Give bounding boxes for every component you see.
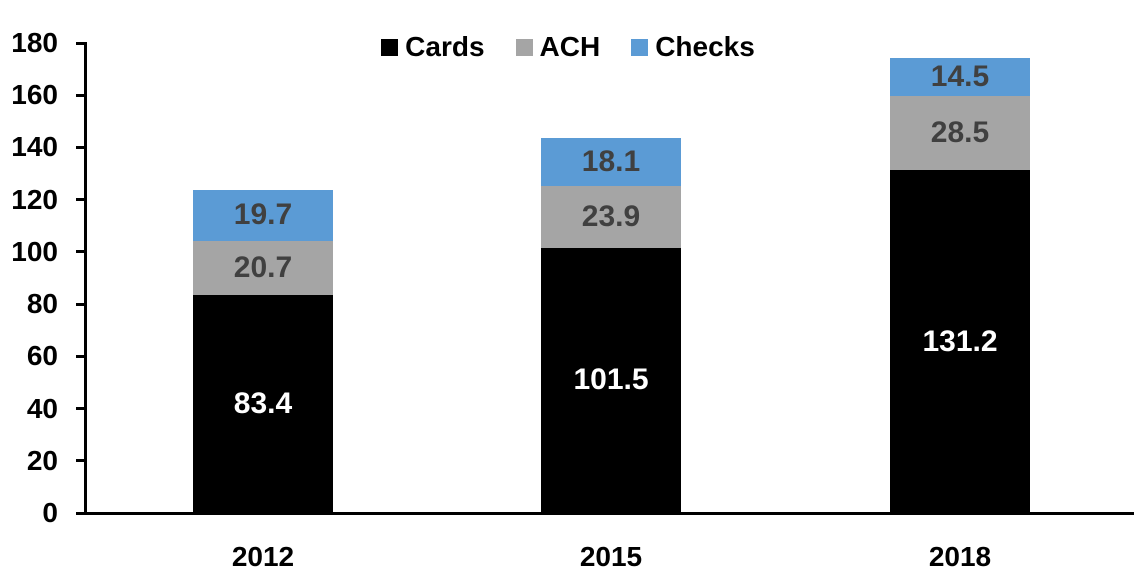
y-axis-tick <box>76 459 87 463</box>
y-axis-label: 180 <box>11 27 58 58</box>
bar-segment-cards-2015: 101.5 <box>541 247 681 513</box>
y-axis-tick <box>76 41 87 45</box>
bar-segment-cards-2012: 83.4 <box>193 295 333 513</box>
y-axis-label: 140 <box>11 131 58 163</box>
y-axis-tick <box>76 145 87 149</box>
x-axis-label-2018: 2018 <box>928 541 992 572</box>
legend-label-ach: ACH <box>539 31 601 62</box>
segment-value-label: 18.1 <box>581 144 641 178</box>
y-axis-label: 100 <box>11 235 58 267</box>
y-axis-tick <box>76 250 87 254</box>
segment-value-label: 83.4 <box>233 387 293 421</box>
segment-value-label: 23.9 <box>581 199 641 233</box>
segment-value-label: 19.7 <box>233 198 293 232</box>
legend-swatch-cards-icon <box>381 38 399 56</box>
bar-segment-checks-2015: 18.1 <box>541 138 681 186</box>
y-axis-tick <box>76 302 87 306</box>
legend-label-checks: Checks <box>655 31 755 62</box>
segment-value-label: 101.5 <box>573 363 649 397</box>
legend-swatch-ach-icon <box>515 38 533 56</box>
segment-value-label: 14.5 <box>930 60 990 94</box>
bar-segment-ach-2012: 20.7 <box>193 241 333 296</box>
y-axis-tick <box>76 407 87 411</box>
bar-segment-cards-2018: 131.2 <box>890 170 1030 513</box>
chart-legend: Cards ACH Checks <box>0 31 1136 63</box>
bar-segment-ach-2018: 28.5 <box>890 96 1030 171</box>
x-axis-label-2012: 2012 <box>231 541 295 572</box>
legend-label-cards: Cards <box>405 31 485 62</box>
y-axis-label: 120 <box>11 183 58 215</box>
segment-value-label: 20.7 <box>233 251 293 285</box>
y-axis-tick <box>76 93 87 97</box>
y-axis-label: 40 <box>26 392 58 424</box>
y-axis-label: 0 <box>42 497 58 528</box>
legend-item-cards: Cards <box>381 31 485 63</box>
y-axis-tick <box>76 511 87 515</box>
bar-segment-ach-2015: 23.9 <box>541 185 681 248</box>
x-axis-line <box>84 511 1134 515</box>
y-axis-line <box>84 41 87 515</box>
segment-value-label: 28.5 <box>930 116 990 150</box>
legend-item-ach: ACH <box>515 31 601 63</box>
legend-swatch-checks-icon <box>631 38 649 56</box>
y-axis-tick <box>76 198 87 202</box>
x-axis-label-2015: 2015 <box>579 541 643 572</box>
y-axis-tick <box>76 354 87 358</box>
y-axis-label: 160 <box>11 79 58 111</box>
bar-segment-checks-2012: 19.7 <box>193 189 333 242</box>
bar-segment-checks-2018: 14.5 <box>890 58 1030 96</box>
y-axis-label: 60 <box>26 340 58 372</box>
legend-item-checks: Checks <box>631 31 755 63</box>
segment-value-label: 131.2 <box>922 324 998 358</box>
y-axis-label: 20 <box>26 444 58 476</box>
y-axis-label: 80 <box>26 288 58 320</box>
